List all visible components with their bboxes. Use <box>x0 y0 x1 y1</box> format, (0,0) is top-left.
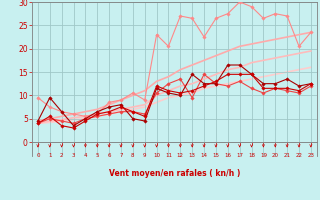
X-axis label: Vent moyen/en rafales ( kn/h ): Vent moyen/en rafales ( kn/h ) <box>109 169 240 178</box>
